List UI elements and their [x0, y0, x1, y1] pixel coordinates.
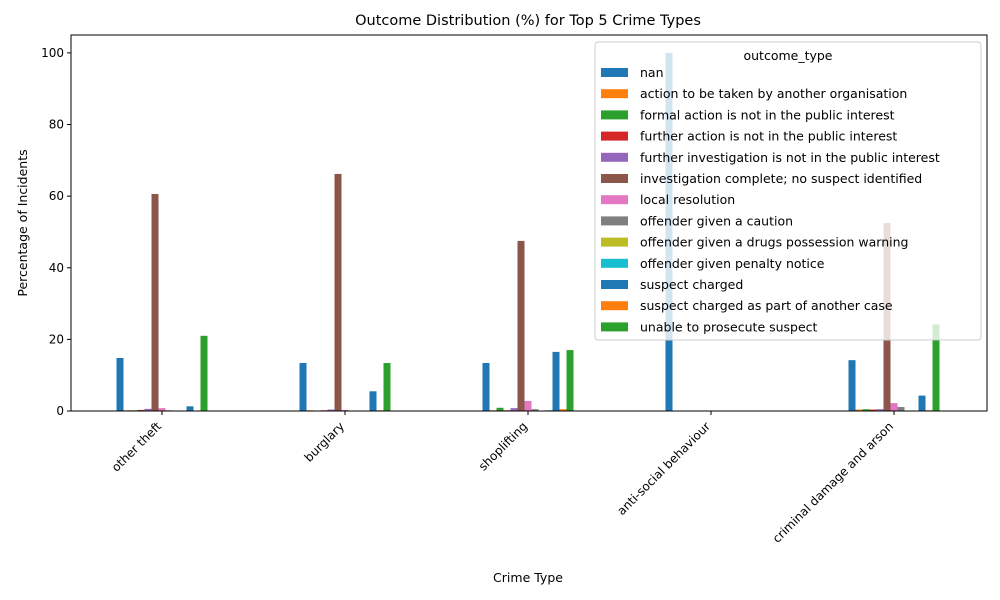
legend-swatch — [601, 258, 628, 268]
bar — [510, 408, 518, 411]
bar — [299, 363, 307, 411]
legend-entry-label: action to be taken by another organisati… — [640, 86, 907, 101]
legend-entry-label: local resolution — [640, 192, 735, 207]
legend-swatch — [601, 216, 628, 226]
bar — [341, 409, 349, 411]
x-tick-label: burglary — [302, 419, 347, 464]
y-tick-label: 80 — [49, 118, 64, 132]
bar — [369, 391, 377, 411]
legend-entry-label: offender given a caution — [640, 213, 793, 228]
bar — [918, 395, 926, 411]
y-tick-label: 40 — [49, 261, 64, 275]
legend-entry-label: suspect charged as part of another case — [640, 298, 893, 313]
bar — [897, 407, 905, 411]
legend-entry-label: offender given a drugs possession warnin… — [640, 235, 908, 250]
y-tick-label: 20 — [49, 332, 64, 346]
bar — [890, 403, 898, 411]
x-tick-label: criminal damage and arson — [770, 419, 896, 545]
legend-swatch — [601, 152, 628, 162]
plot-frame — [70, 34, 988, 412]
bar — [862, 409, 870, 411]
bar — [552, 351, 560, 411]
legend-swatch — [601, 322, 628, 332]
bar — [137, 409, 145, 411]
bar — [186, 406, 194, 411]
bar — [116, 358, 124, 411]
bar — [144, 408, 152, 411]
bar — [517, 240, 525, 411]
legend-swatch — [601, 110, 628, 120]
chart-title: Outcome Distribution (%) for Top 5 Crime… — [355, 13, 701, 29]
legend-entry-label: investigation complete; no suspect ident… — [640, 171, 922, 186]
bar — [559, 409, 567, 411]
y-axis-label: Percentage of Incidents — [15, 149, 30, 296]
bar — [334, 173, 342, 411]
bar — [869, 409, 877, 411]
y-tick-label: 100 — [41, 46, 64, 60]
legend-swatch — [601, 131, 628, 141]
x-tick-label: other theft — [109, 419, 165, 475]
legend-swatch — [601, 301, 628, 311]
bar — [496, 407, 504, 411]
legend-entry-label: unable to prosecute suspect — [640, 319, 818, 334]
y-axis: 0 20 40 60 80 100 — [41, 46, 71, 418]
y-tick-label: 60 — [49, 189, 64, 203]
x-axis: other theft burglary shoplifting anti-socia… — [109, 411, 896, 546]
bar — [158, 408, 166, 411]
bar — [151, 193, 159, 411]
legend-entry-label: formal action is not in the public inter… — [640, 107, 895, 122]
legend-entry-label: further investigation is not in the publ… — [640, 150, 940, 165]
legend-title: outcome_type — [743, 48, 832, 63]
bar — [531, 409, 539, 411]
legend-entry-label: further action is not in the public inte… — [640, 129, 897, 144]
bar — [482, 363, 490, 411]
legend-swatch — [601, 68, 628, 77]
legend-swatch — [601, 195, 628, 205]
bar — [876, 409, 884, 411]
legend-entry-label: nan — [640, 65, 664, 80]
bar — [327, 409, 335, 411]
legend-swatch — [601, 89, 628, 99]
legend-swatch — [601, 280, 628, 289]
x-axis-label: Crime Type — [493, 570, 563, 585]
legend-swatch — [601, 174, 628, 183]
bar — [383, 363, 391, 411]
y-tick-label: 0 — [56, 404, 64, 418]
x-tick-label: shoplifting — [476, 419, 530, 473]
bar — [932, 324, 940, 411]
legend-swatch — [601, 237, 628, 247]
bar — [848, 360, 856, 411]
bar — [855, 409, 863, 411]
bar — [566, 350, 574, 411]
legend-frame — [594, 41, 982, 341]
bar — [524, 400, 532, 411]
legend-entry-label: suspect charged — [640, 277, 743, 292]
bar — [200, 335, 208, 411]
x-tick-label: anti-social behaviour — [614, 419, 713, 518]
legend-entry-label: offender given penalty notice — [640, 256, 825, 271]
